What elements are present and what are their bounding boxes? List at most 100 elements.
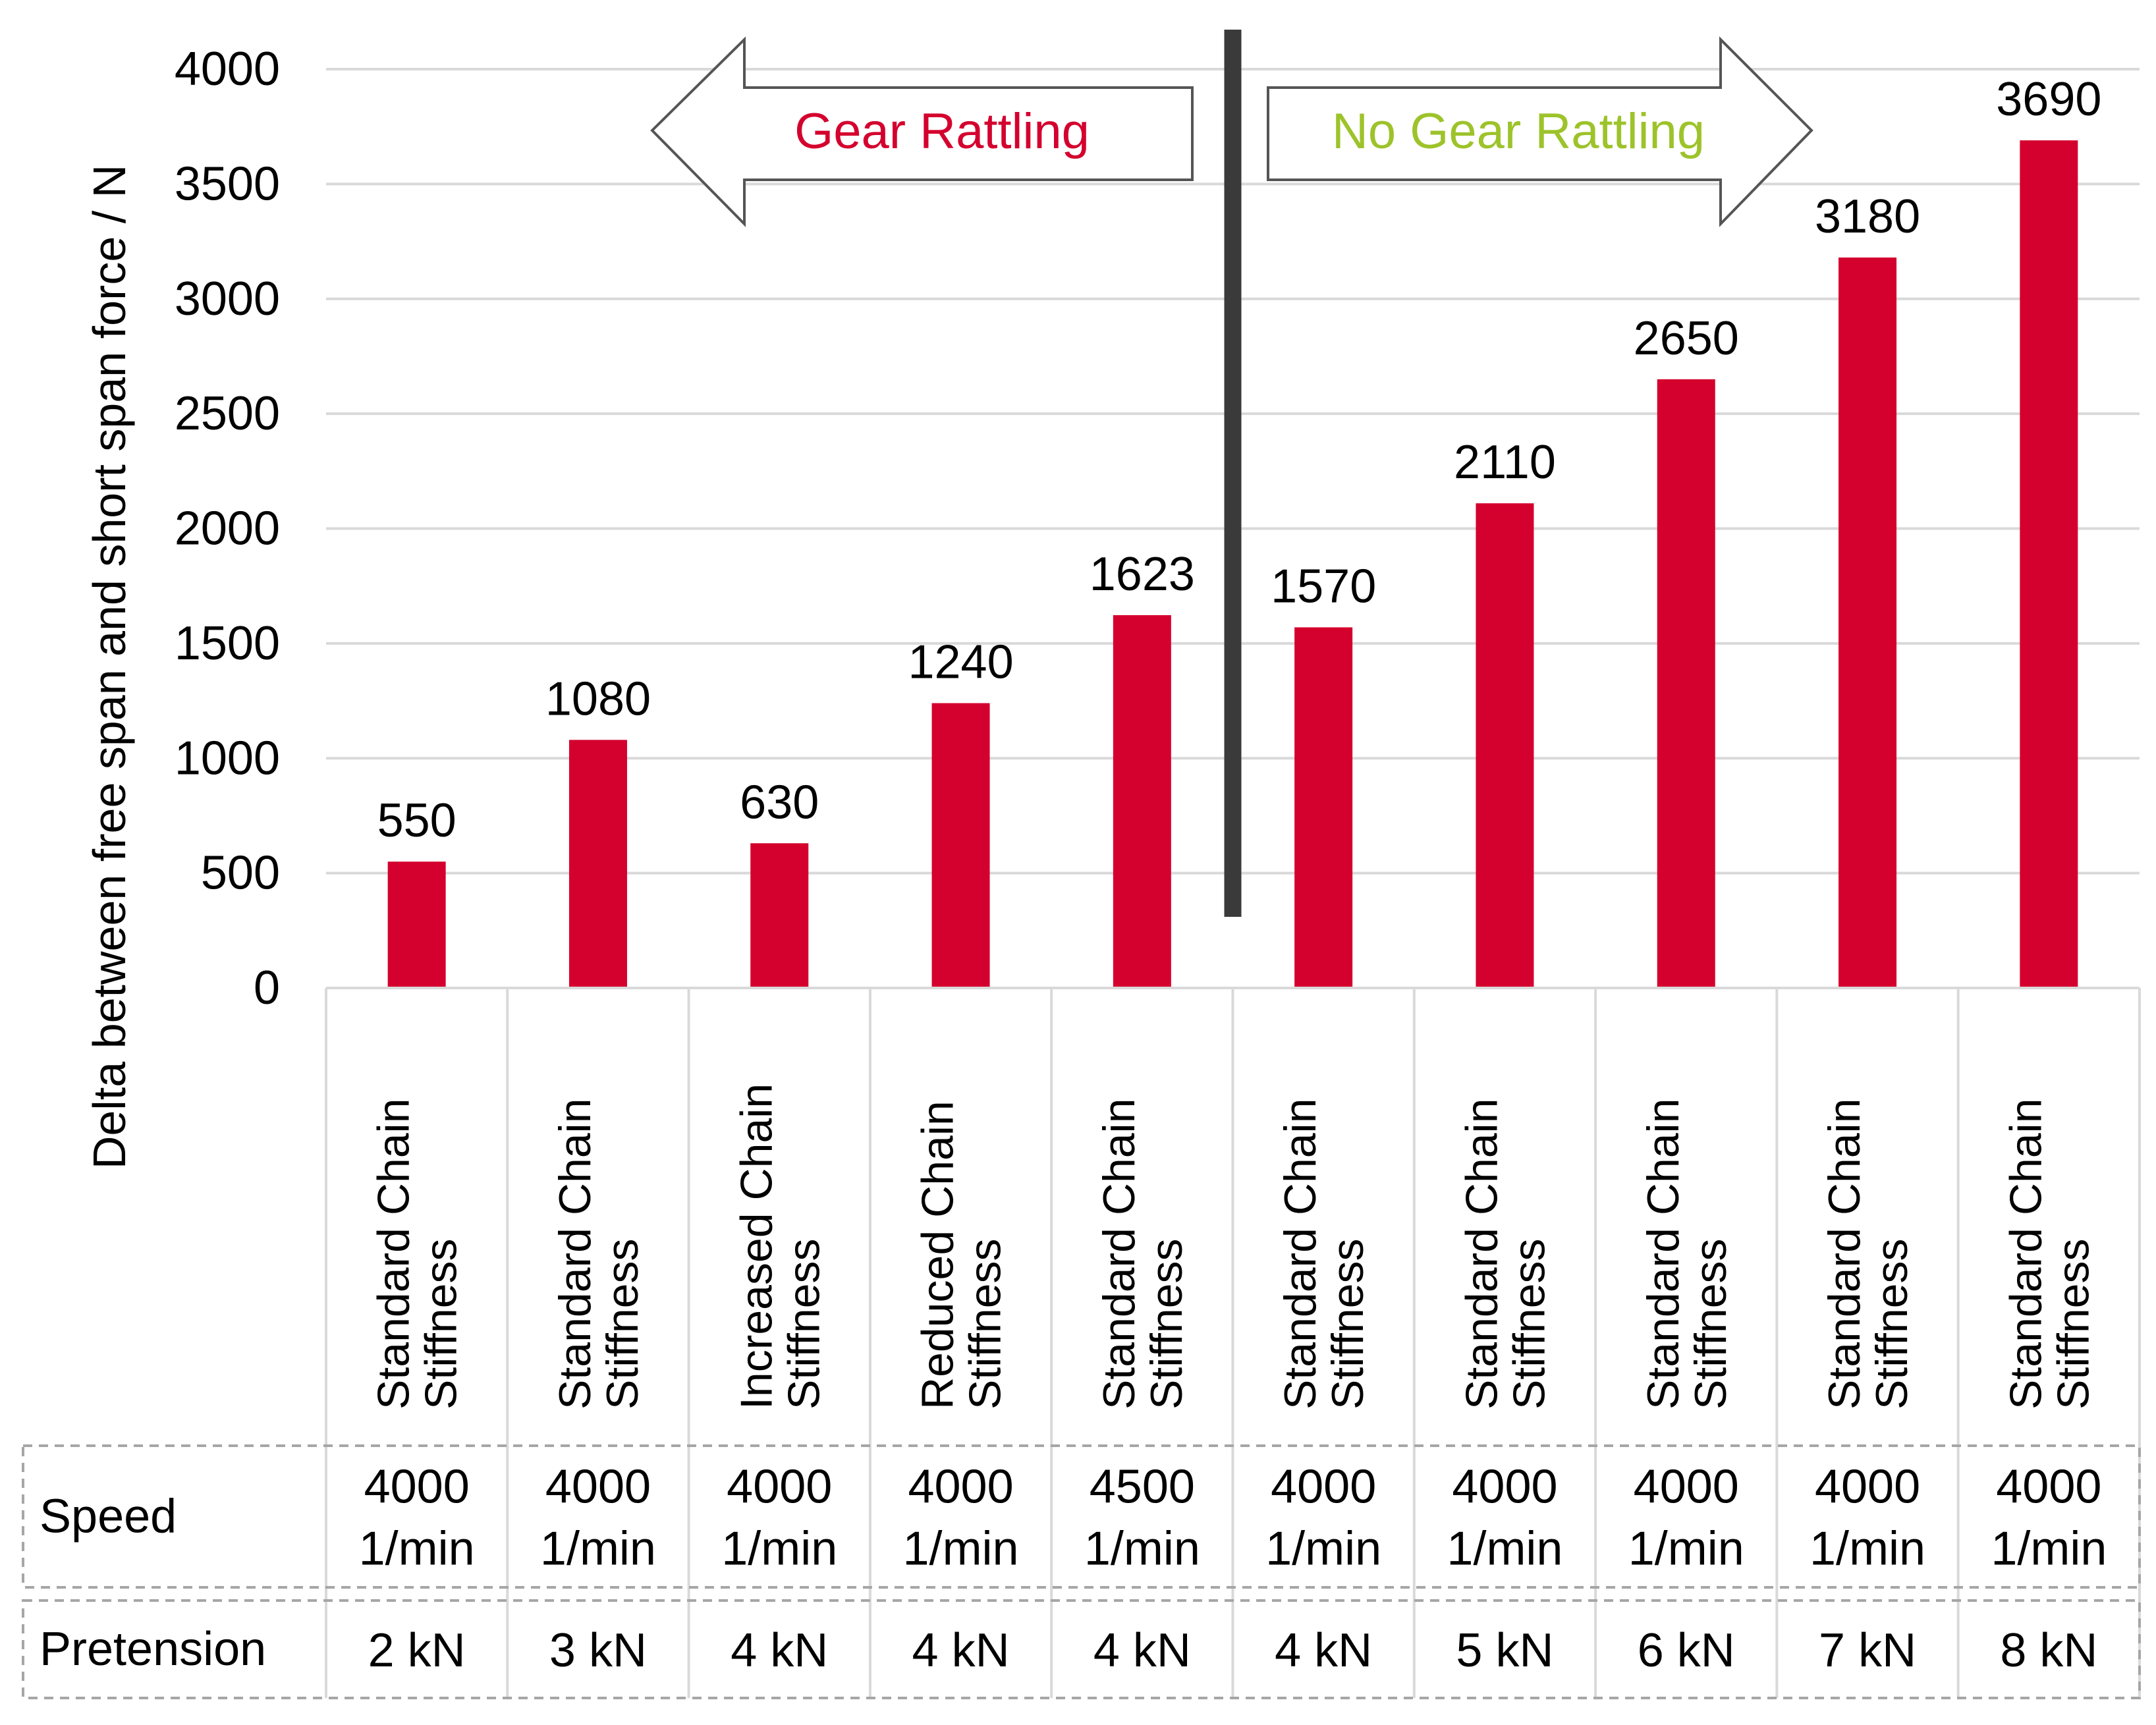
category-label-line: Standard Chain xyxy=(1275,1098,1325,1410)
category-label-line: Stiffness xyxy=(1867,1238,1917,1410)
table-cell: 4000 xyxy=(908,1461,1013,1514)
bar xyxy=(1294,627,1353,988)
category-label-line: Stiffness xyxy=(1323,1238,1373,1410)
table-cell: 3 kN xyxy=(549,1624,647,1677)
bar-value-label: 1570 xyxy=(1271,560,1376,613)
bar xyxy=(1838,257,1897,989)
table-cell: 4 kN xyxy=(1275,1624,1372,1677)
bar-value-label: 3180 xyxy=(1815,190,1920,243)
gear-rattling-label: Gear Rattling xyxy=(794,103,1090,159)
bar-value-label: 630 xyxy=(740,776,819,829)
bar-value-label: 2650 xyxy=(1634,312,1739,365)
bar-value-label: 550 xyxy=(377,794,456,847)
table-cell: 8 kN xyxy=(2000,1624,2097,1677)
table-cell: 4 kN xyxy=(912,1624,1010,1677)
bar xyxy=(387,862,446,988)
table-cell: 4 kN xyxy=(731,1624,828,1677)
table-cell: 1/min xyxy=(1991,1523,2107,1575)
category-label-line: Standard Chain xyxy=(550,1098,600,1410)
table-cell: 1/min xyxy=(1265,1523,1381,1575)
y-tick-label: 3500 xyxy=(175,157,280,210)
table-row-label: Speed xyxy=(40,1491,177,1543)
y-tick-label: 2500 xyxy=(175,387,280,440)
category-label-line: Standard Chain xyxy=(2001,1098,2051,1410)
data-labels: 550 1080 630 1240 1623 1570 2110 2650 3180 3690 xyxy=(377,73,2102,847)
y-tick-label: 1500 xyxy=(175,617,280,670)
table-cell: 4000 xyxy=(1452,1461,1557,1514)
table-cell: 1/min xyxy=(1810,1523,1925,1575)
bar-value-label: 3690 xyxy=(1996,73,2101,126)
table-cell: 2 kN xyxy=(368,1624,466,1677)
category-label-line: Stiffness xyxy=(416,1238,466,1410)
y-tick-label: 1000 xyxy=(175,732,280,784)
table-cell: 4000 xyxy=(727,1461,832,1514)
y-axis-title: Delta between free span and short span f… xyxy=(84,165,135,1169)
category-label-line: Stiffness xyxy=(1142,1238,1192,1410)
category-label-line: Stiffness xyxy=(2048,1238,2098,1410)
bar xyxy=(1476,503,1534,988)
y-tick-label: 3000 xyxy=(175,273,280,325)
bars xyxy=(387,140,2078,989)
category-label-line: Standard Chain xyxy=(1094,1098,1144,1410)
parameter-table: Speed 4000 1/min 4000 1/min 4000 1/min 4000 1/mi… xyxy=(22,1444,2141,1699)
bar-value-label: 2110 xyxy=(1454,436,1556,489)
table-row-border xyxy=(22,1599,2141,1699)
table-cell: 4000 xyxy=(1634,1461,1739,1514)
table-cell: 4000 xyxy=(1996,1461,2101,1514)
table-cell: 5 kN xyxy=(1456,1624,1553,1677)
table-cell: 4500 xyxy=(1090,1461,1195,1514)
category-label-line: Standard Chain xyxy=(369,1098,419,1410)
table-cell: 1/min xyxy=(540,1523,656,1575)
bar xyxy=(750,843,809,988)
bar-value-label: 1080 xyxy=(545,672,651,725)
y-axis: 0 500 1000 1500 2000 2500 3000 3500 4000 Delta be… xyxy=(84,43,280,1169)
y-tick-label: 500 xyxy=(201,847,280,900)
category-label-line: Stiffness xyxy=(1686,1238,1736,1410)
table-row-label: Pretension xyxy=(40,1623,266,1676)
bar xyxy=(931,703,990,988)
category-label-line: Stiffness xyxy=(1504,1238,1554,1410)
left-arrow-icon xyxy=(650,36,1194,227)
category-label-line: Stiffness xyxy=(960,1238,1010,1410)
no-gear-rattling-label: No Gear Rattling xyxy=(1332,103,1705,159)
bar xyxy=(2020,140,2078,988)
bar xyxy=(568,740,627,988)
category-label-line: Standard Chain xyxy=(1456,1098,1506,1410)
category-label-line: Increased Chain xyxy=(731,1083,781,1410)
category-label-line: Standard Chain xyxy=(1638,1098,1688,1410)
table-cell: 1/min xyxy=(903,1523,1019,1575)
table-cell: 6 kN xyxy=(1638,1624,1735,1677)
right-arrow-icon xyxy=(1267,36,1813,227)
table-cell: 4000 xyxy=(1271,1461,1376,1514)
bar-value-label: 1623 xyxy=(1090,548,1195,601)
bar-value-label: 1240 xyxy=(908,636,1013,689)
category-label-line: Reduced Chain xyxy=(913,1101,963,1410)
category-label-line: Stiffness xyxy=(597,1238,648,1410)
annotations: Gear Rattling No Gear Rattling xyxy=(650,30,1813,917)
table-cell: 7 kN xyxy=(1819,1624,1916,1677)
table-cell: 4000 xyxy=(364,1461,470,1514)
table-cell: 1/min xyxy=(359,1523,475,1575)
bar xyxy=(1657,379,1715,988)
y-tick-label: 0 xyxy=(254,962,280,1014)
category-label-line: Standard Chain xyxy=(1819,1098,1869,1410)
bar xyxy=(1113,615,1171,988)
table-row-border xyxy=(22,1444,2141,1589)
y-tick-label: 2000 xyxy=(175,503,280,555)
table-cell: 4000 xyxy=(1815,1461,1920,1514)
table-cell: 1/min xyxy=(1084,1523,1200,1575)
table-cell: 4000 xyxy=(545,1461,651,1514)
table-cell: 1/min xyxy=(1447,1523,1562,1575)
